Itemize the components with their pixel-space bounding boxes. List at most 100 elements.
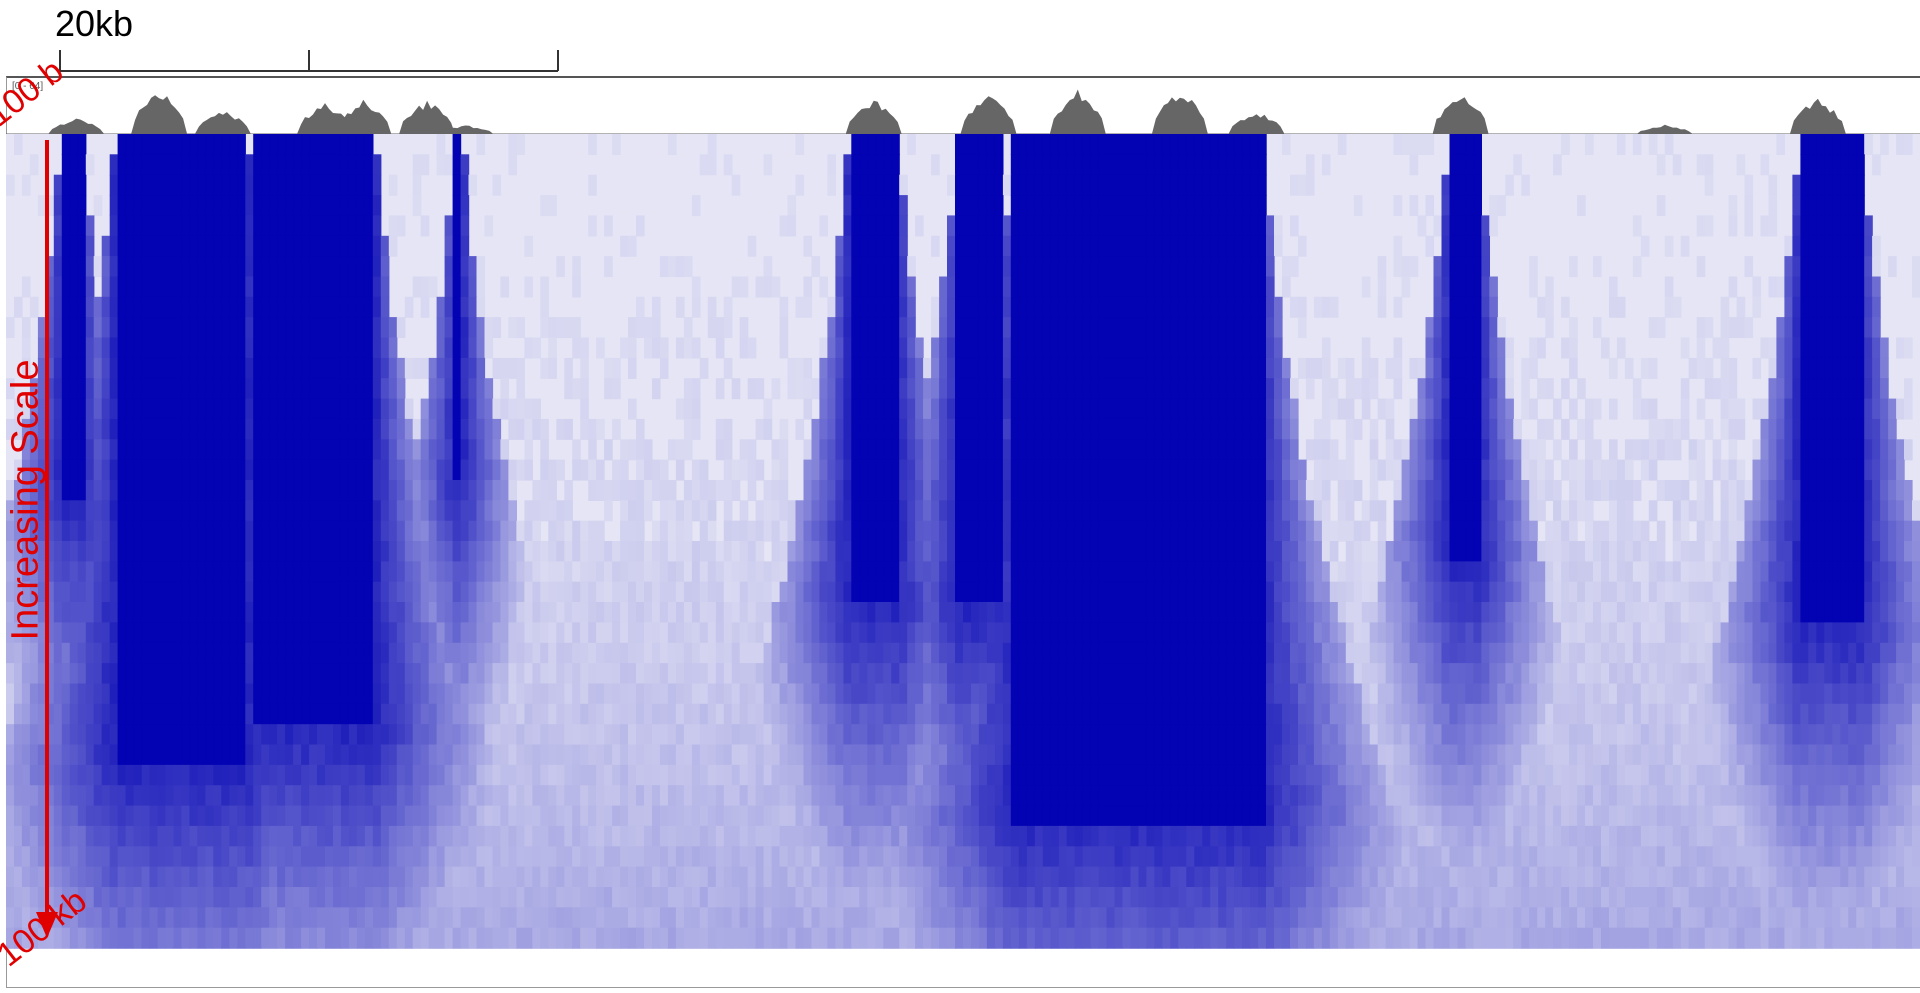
heatmap-cell	[994, 154, 1004, 176]
heatmap-cell	[1122, 174, 1132, 196]
heatmap-cell	[1146, 378, 1155, 400]
heatmap-cell	[149, 154, 159, 176]
heatmap-cell	[420, 581, 430, 603]
heatmap-cell	[1122, 480, 1132, 501]
heatmap-cell	[452, 561, 462, 583]
heatmap-cell	[452, 439, 462, 461]
heatmap-cell	[1361, 276, 1371, 298]
heatmap-cell	[1290, 581, 1299, 603]
heatmap-cell	[1377, 642, 1387, 664]
heatmap-cell	[221, 174, 230, 196]
heatmap-cell	[213, 154, 222, 176]
heatmap-cell	[1704, 622, 1714, 644]
heatmap-cell	[1513, 581, 1522, 603]
heatmap-cell	[125, 398, 135, 420]
heatmap-cell	[1130, 154, 1140, 176]
heatmap-cell	[1856, 256, 1865, 278]
heatmap-cell	[125, 459, 135, 481]
heatmap-cell	[1465, 337, 1474, 359]
heatmap-cell	[1616, 581, 1626, 603]
heatmap-cell	[460, 520, 470, 542]
heatmap-cell	[1441, 602, 1451, 623]
heatmap-cell	[1521, 459, 1530, 481]
heatmap-cell	[715, 337, 725, 359]
heatmap-cell	[420, 642, 430, 664]
heatmap-cell	[1002, 235, 1012, 257]
heatmap-cell	[317, 642, 326, 664]
heatmap-cell	[1449, 561, 1459, 583]
heatmap-cell	[21, 642, 31, 664]
heatmap-cell	[492, 459, 502, 481]
heatmap-cell	[1736, 541, 1746, 562]
heatmap-cell	[452, 581, 462, 603]
heatmap-cell	[947, 378, 956, 400]
heatmap-cell	[1218, 174, 1227, 196]
heatmap-cell	[1768, 581, 1778, 603]
heatmap-cell	[540, 541, 549, 562]
heatmap-cell	[1800, 642, 1809, 664]
heatmap-cell	[173, 480, 183, 501]
heatmap-cell	[1521, 480, 1530, 501]
heatmap-cell	[1792, 398, 1801, 420]
heatmap-cell	[1329, 296, 1339, 318]
heatmap-cell	[580, 337, 589, 359]
heatmap-cell	[452, 642, 462, 664]
heatmap-cell	[1178, 561, 1187, 583]
heatmap-cell	[1313, 357, 1323, 379]
heatmap-cell	[1242, 134, 1251, 155]
heatmap-cell	[899, 439, 908, 461]
heatmap-cell	[141, 459, 151, 481]
heatmap-cell	[197, 642, 206, 664]
heatmap-cell	[1585, 134, 1594, 155]
heatmap-cell	[412, 520, 422, 542]
heatmap-cell	[301, 439, 310, 461]
heatmap-cell	[652, 663, 661, 685]
heatmap-cell	[1577, 622, 1586, 644]
heatmap-cell	[819, 418, 828, 440]
heatmap-cell	[859, 378, 868, 400]
heatmap-cell	[1585, 439, 1594, 461]
heatmap-cell	[1146, 296, 1155, 318]
heatmap-cell	[141, 561, 151, 583]
heatmap-cell	[364, 398, 374, 420]
heatmap-cell	[189, 561, 198, 583]
heatmap-cell	[1385, 622, 1395, 644]
heatmap-cell	[181, 357, 190, 379]
heatmap-cell	[125, 317, 135, 339]
heatmap-cell	[1250, 418, 1259, 440]
heatmap-cell	[1856, 134, 1865, 155]
heatmap-cell	[1010, 581, 1020, 603]
heatmap-cell	[333, 154, 342, 176]
heatmap-cell	[532, 663, 541, 685]
heatmap-cell	[1800, 215, 1809, 237]
heatmap-cell	[1290, 459, 1299, 481]
heatmap-cell	[1872, 622, 1881, 644]
heatmap-cell	[1321, 398, 1331, 420]
heatmap-cell	[1034, 541, 1044, 562]
heatmap-cell	[500, 459, 509, 481]
heatmap-cell	[1042, 134, 1052, 155]
heatmap-cell	[1720, 398, 1730, 420]
heatmap-cell	[205, 439, 214, 461]
heatmap-cell	[819, 663, 828, 685]
heatmap-cell	[61, 174, 71, 196]
heatmap-cell	[1106, 602, 1116, 623]
heatmap-cell	[205, 459, 214, 481]
heatmap-cell	[1704, 541, 1714, 562]
heatmap-cell	[683, 663, 693, 685]
heatmap-cell	[652, 520, 661, 542]
heatmap-cell	[317, 235, 326, 257]
heatmap-cell	[1242, 541, 1251, 562]
heatmap-cell	[1417, 134, 1427, 155]
heatmap-cell	[1090, 174, 1100, 196]
heatmap-cell	[1058, 581, 1068, 603]
heatmap-cell	[53, 439, 63, 461]
heatmap-cell	[1114, 541, 1124, 562]
heatmap-cell	[420, 561, 430, 583]
heatmap-cell	[61, 418, 71, 440]
heatmap-cell	[532, 642, 541, 664]
heatmap-cell	[715, 622, 725, 644]
heatmap-cell	[763, 642, 773, 664]
heatmap-cell	[1888, 418, 1897, 440]
heatmap-cell	[1840, 602, 1849, 623]
